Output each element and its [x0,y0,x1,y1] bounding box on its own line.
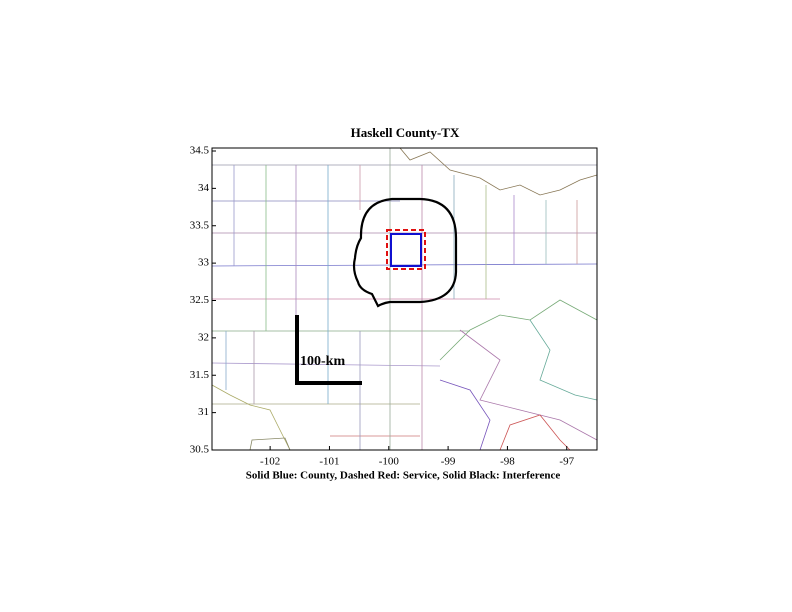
x-tick-label: -97 [559,456,574,468]
interference-contour [352,197,458,308]
x-tick-label: -100 [379,456,400,468]
chart-title: Haskell County-TX [351,125,460,140]
county-boundary [390,233,422,267]
scale-label: 100-km [300,354,345,369]
y-tick-label: 31.5 [190,369,210,381]
x-tick-label: -102 [260,456,280,468]
x-tick-label: -98 [500,456,515,468]
y-tick-label: 32 [198,331,209,343]
x-tick-label: -101 [319,456,339,468]
y-tick-label: 34 [198,182,210,194]
y-tick-label: 31 [198,406,209,418]
scale-bar [295,315,362,385]
y-tick-label: 32.5 [190,294,210,306]
service-area [386,229,426,270]
x-tick-label: -99 [441,456,456,468]
county-lines [211,147,598,451]
y-tick-label: 33.5 [190,219,210,231]
y-tick-label: 33 [198,257,210,269]
plot-frame [211,147,598,451]
y-tick-label: 34.5 [190,145,210,157]
x-axis-label: Solid Blue: County, Dashed Red: Service,… [246,470,561,482]
y-tick-label: 30.5 [190,444,210,456]
